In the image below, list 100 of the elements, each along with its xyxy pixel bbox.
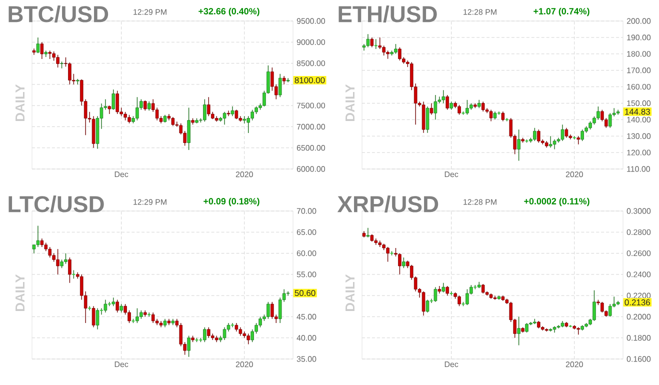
candlestick <box>378 37 382 50</box>
candlestick <box>370 37 374 48</box>
candlestick <box>270 67 274 92</box>
candlestick <box>394 44 398 54</box>
candlestick <box>207 326 210 338</box>
candlestick <box>207 96 210 116</box>
annotation: 0.2136 <box>624 299 650 306</box>
candlestick <box>187 107 190 150</box>
candlestick <box>466 100 469 116</box>
candlestick <box>48 246 52 258</box>
candlestick <box>250 329 254 342</box>
candlestick <box>179 322 182 347</box>
candlestick <box>501 111 505 122</box>
candlestick <box>580 129 584 142</box>
candlestick <box>458 295 461 306</box>
candlestick <box>466 288 469 306</box>
candlestick <box>226 110 230 116</box>
candlestick <box>560 124 564 142</box>
candlestick <box>525 322 528 333</box>
candlestick <box>56 54 60 68</box>
candlestick <box>537 129 540 144</box>
candlestick <box>155 107 159 121</box>
annotation: 8100.00 <box>294 77 325 84</box>
candlestick <box>151 312 155 324</box>
candlestick <box>187 335 190 358</box>
candlestick <box>250 109 254 121</box>
chart-title: BTC/USD <box>8 5 108 23</box>
candlestick <box>68 257 72 284</box>
text: +0.0002 (0.11%) <box>524 198 590 206</box>
annotation: 144.83 <box>625 108 650 115</box>
candlestick <box>40 42 44 60</box>
candlestick <box>434 286 438 302</box>
candlestick <box>144 100 147 111</box>
candlestick <box>136 96 139 121</box>
candlestick <box>458 104 461 116</box>
candlestick <box>36 37 40 54</box>
candlestick <box>489 109 493 122</box>
candlestick <box>128 310 131 324</box>
candlestick <box>36 225 40 248</box>
candlestick <box>517 129 520 162</box>
candlestick <box>481 101 485 112</box>
candlestick <box>366 228 370 238</box>
candlestick <box>434 94 438 120</box>
candlestick <box>533 128 536 142</box>
candlestick <box>552 139 556 150</box>
candlestick <box>246 116 250 134</box>
candlestick <box>234 109 238 120</box>
candlestick <box>278 74 282 98</box>
candlestick <box>64 252 68 264</box>
candlestick <box>246 333 250 345</box>
candlestick <box>270 302 274 320</box>
text: +32.66 (0.40%) <box>198 8 260 16</box>
candlestick <box>426 299 430 313</box>
candlestick <box>481 284 485 294</box>
candlestick <box>32 48 36 56</box>
text: +1.07 (0.74%) <box>534 8 590 16</box>
candlestick <box>116 90 119 114</box>
candlestick <box>286 78 290 83</box>
candlestick <box>548 136 552 148</box>
candlestick <box>68 62 72 85</box>
candlestick <box>564 128 568 138</box>
candlestick <box>600 302 604 313</box>
candlestick <box>136 308 139 324</box>
candlestick <box>230 106 234 116</box>
candlestick <box>56 248 60 275</box>
candlestick <box>366 34 370 48</box>
candlestick <box>422 290 426 316</box>
candlestick <box>104 299 108 313</box>
candlestick <box>438 286 442 294</box>
annotation: 50.60 <box>294 290 316 296</box>
candlestick <box>442 90 446 104</box>
candlestick <box>112 89 116 110</box>
candlestick <box>426 106 430 134</box>
candlestick <box>203 98 206 122</box>
candlestick <box>116 299 119 313</box>
candlestick <box>430 102 434 116</box>
candlestick <box>446 94 449 110</box>
candlestick <box>386 246 390 262</box>
chart-title: ETH/USD <box>338 5 437 23</box>
candlestick <box>147 100 151 111</box>
candlestick <box>266 302 270 320</box>
candlestick <box>592 290 596 322</box>
candlestick <box>258 316 262 328</box>
chart-title: XRP/USD <box>337 195 438 213</box>
candlestick <box>96 308 100 330</box>
text: +0.09 (0.18%) <box>204 198 260 206</box>
candlestick <box>382 45 386 56</box>
candlestick <box>398 252 402 275</box>
candlestick <box>442 282 446 293</box>
candlestick <box>402 257 406 268</box>
candlestick <box>203 326 206 342</box>
candlestick <box>222 112 226 125</box>
candlestick <box>52 51 56 62</box>
candlestick <box>222 326 226 340</box>
candlestick <box>446 286 449 296</box>
candlestick <box>92 306 96 328</box>
candlestick <box>596 106 600 120</box>
candlestick <box>398 46 402 61</box>
chart-title: LTC/USD <box>8 195 104 213</box>
candlestick <box>517 316 520 346</box>
